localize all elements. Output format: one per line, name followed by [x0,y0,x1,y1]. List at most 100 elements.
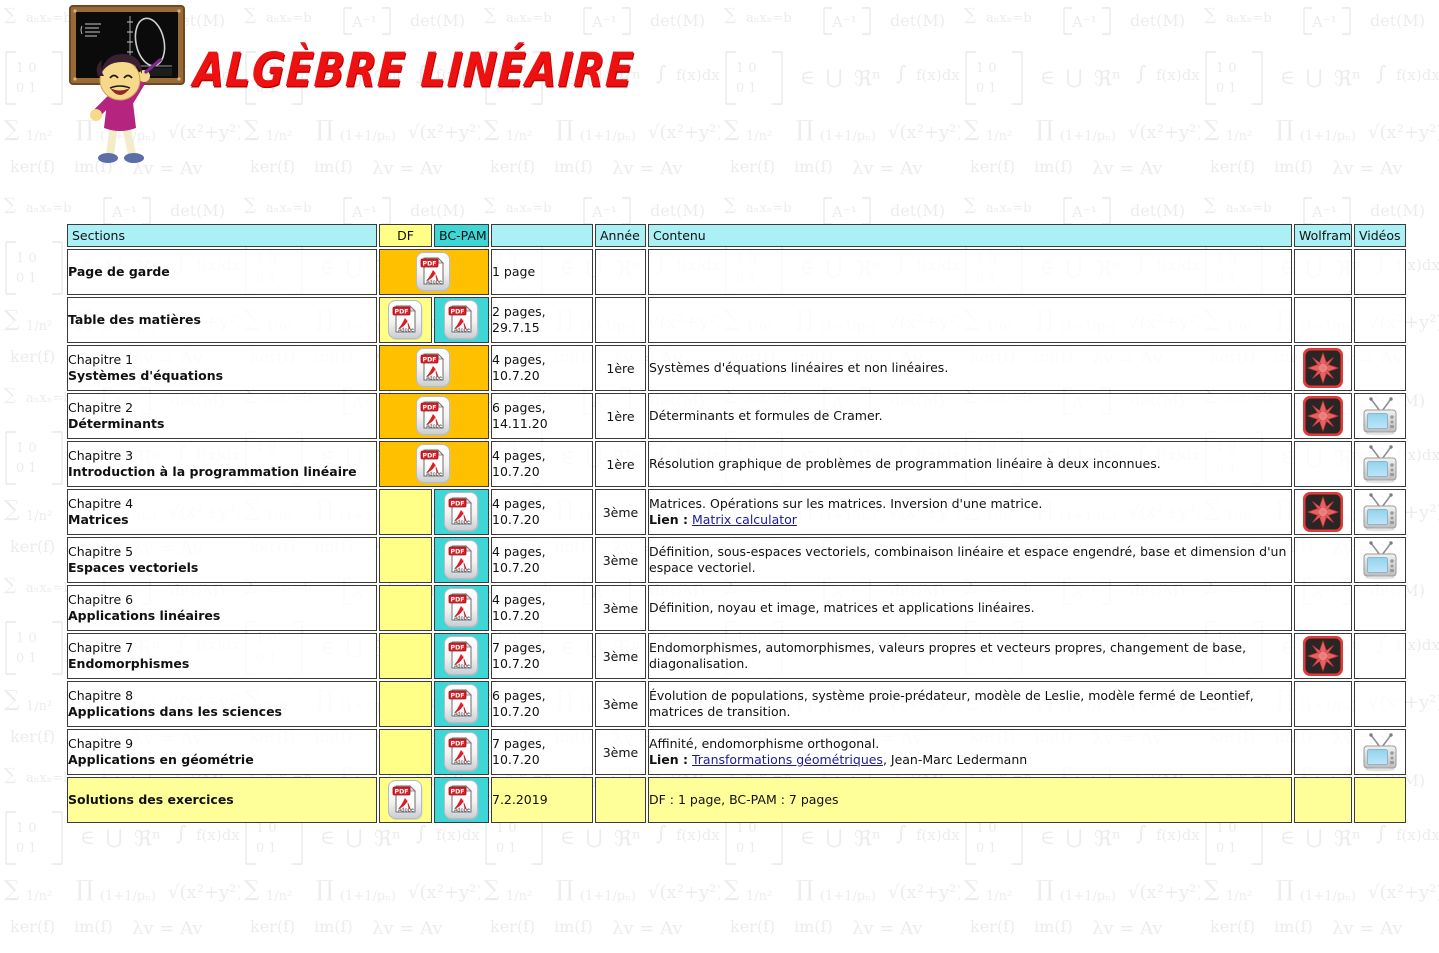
external-link[interactable]: Transformations géométriques [691,752,883,767]
section-chapter-label: Chapitre 4 [68,495,134,511]
pdf-cell-bcpam[interactable]: PDF Adobe [434,297,489,343]
section-cell: Chapitre 3 Introduction à la programmatio… [67,441,377,487]
video-cell [1354,345,1406,391]
annee-cell [595,297,646,343]
video-cell[interactable] [1354,393,1406,439]
pages-line: 4 pages, [492,351,546,367]
section-cell: Chapitre 5 Espaces vectoriels [67,537,377,583]
pdf-cell-df[interactable]: PDF Adobe [379,297,432,343]
pages-line: 7 pages, [492,735,546,751]
video-cell[interactable] [1354,489,1406,535]
pdf-adobe-icon[interactable]: PDF Adobe [443,490,481,534]
pdf-cell-bcpam[interactable]: PDF Adobe [434,681,489,727]
svg-text:PDF: PDF [394,789,408,796]
svg-text:Adobe: Adobe [454,808,470,814]
lien-label: Lien : [649,752,688,767]
pdf-adobe-icon[interactable]: PDF Adobe [443,298,481,342]
pdf-cell-bcpam[interactable]: PDF Adobe [434,585,489,631]
contenu-cell [648,297,1292,343]
section-chapter-label: Chapitre 5 [68,543,134,559]
video-cell [1354,777,1406,823]
svg-text:Adobe: Adobe [454,616,470,622]
external-link[interactable]: Matrix calculator [691,512,797,527]
section-cell: Table des matières [67,297,377,343]
wolfram-spikey-icon[interactable] [1302,491,1344,533]
pages-line: 14.11.20 [492,416,548,431]
pdf-adobe-icon[interactable]: PDF Adobe [415,346,453,390]
table-row: Chapitre 6 Applications linéaires PDF Ado… [67,585,1406,631]
wolfram-cell[interactable] [1294,489,1352,535]
contenu-cell: Affinité, endomorphisme orthogonal. Lien … [648,729,1292,775]
tv-video-icon[interactable] [1358,396,1402,436]
section-title: Systèmes d'équations [68,368,224,383]
pdf-cell-df [379,537,432,583]
tv-video-icon[interactable] [1358,492,1402,532]
pdf-cell-merged[interactable]: PDF Adobe [379,345,489,391]
pdf-adobe-icon[interactable]: PDF Adobe [443,538,481,582]
pdf-adobe-icon[interactable]: PDF Adobe [443,634,481,678]
pages-date-cell: 4 pages, 10.7.20 [491,537,593,583]
video-cell[interactable] [1354,537,1406,583]
column-header-pages [491,224,593,247]
video-cell[interactable] [1354,729,1406,775]
wolfram-spikey-icon[interactable] [1302,635,1344,677]
pdf-adobe-icon[interactable]: PDF Adobe [443,778,481,822]
wolfram-cell [1294,249,1352,295]
pdf-adobe-icon[interactable]: PDF Adobe [387,778,425,822]
pdf-adobe-icon[interactable]: PDF Adobe [387,298,425,342]
section-cell: Page de garde [67,249,377,295]
pdf-cell-bcpam[interactable]: PDF Adobe [434,729,489,775]
pdf-adobe-icon[interactable]: PDF Adobe [443,730,481,774]
section-cell: Solutions des exercices [67,777,377,823]
contenu-text: Évolution de populations, système proie-… [649,687,1254,720]
lien-label: Lien : [649,512,688,527]
pages-line: 4 pages, [492,495,546,511]
section-chapter-label: Chapitre 1 [68,351,134,367]
contenu-cell: Définition, noyau et image, matrices et … [648,585,1292,631]
wolfram-cell[interactable] [1294,345,1352,391]
pdf-adobe-icon[interactable]: PDF Adobe [415,442,453,486]
svg-text:PDF: PDF [423,261,437,268]
pdf-adobe-icon[interactable]: PDF Adobe [415,394,453,438]
pdf-adobe-icon[interactable]: PDF Adobe [415,250,453,294]
wolfram-cell[interactable] [1294,393,1352,439]
section-chapter-label: Chapitre 2 [68,399,134,415]
column-header-sections: Sections [67,224,377,247]
pdf-cell-bcpam[interactable]: PDF Adobe [434,537,489,583]
contenu-text: Affinité, endomorphisme orthogonal. [649,735,880,751]
tv-video-icon[interactable] [1358,732,1402,772]
pages-date-cell: 4 pages, 10.7.20 [491,489,593,535]
pdf-adobe-icon[interactable]: PDF Adobe [443,586,481,630]
wolfram-cell[interactable] [1294,633,1352,679]
pdf-cell-df [379,729,432,775]
section-title: Applications linéaires [68,608,221,623]
contenu-link-line: Lien : Matrix calculator [649,512,1291,529]
pdf-cell-bcpam[interactable]: PDF Adobe [434,777,489,823]
pdf-cell-merged[interactable]: PDF Adobe [379,249,489,295]
pdf-adobe-icon[interactable]: PDF Adobe [443,682,481,726]
wolfram-cell [1294,297,1352,343]
wolfram-spikey-icon[interactable] [1302,347,1344,389]
section-cell: Chapitre 1 Systèmes d'équations [67,345,377,391]
wolfram-spikey-icon[interactable] [1302,395,1344,437]
pdf-cell-merged[interactable]: PDF Adobe [379,393,489,439]
table-row: Table des matières PDF Adobe PDF [67,297,1406,343]
video-cell[interactable] [1354,441,1406,487]
tv-video-icon[interactable] [1358,444,1402,484]
pdf-cell-df[interactable]: PDF Adobe [379,777,432,823]
wolfram-cell [1294,681,1352,727]
page-header: ALGÈBRE LINÉAIRE [0,0,1439,176]
contenu-cell: Résolution graphique de problèmes de pro… [648,441,1292,487]
pages-line: 10.7.20 [492,368,540,383]
contenu-cell: Évolution de populations, système proie-… [648,681,1292,727]
pdf-cell-bcpam[interactable]: PDF Adobe [434,633,489,679]
pdf-cell-merged[interactable]: PDF Adobe [379,441,489,487]
pages-date-cell: 2 pages, 29.7.15 [491,297,593,343]
pdf-cell-bcpam[interactable]: PDF Adobe [434,489,489,535]
contenu-cell: Définition, sous-espaces vectoriels, com… [648,537,1292,583]
svg-text:Adobe: Adobe [454,328,470,334]
pages-line: 1 page [492,263,536,279]
svg-text:PDF: PDF [450,309,464,316]
tv-video-icon[interactable] [1358,540,1402,580]
page-title: ALGÈBRE LINÉAIRE [192,43,636,98]
